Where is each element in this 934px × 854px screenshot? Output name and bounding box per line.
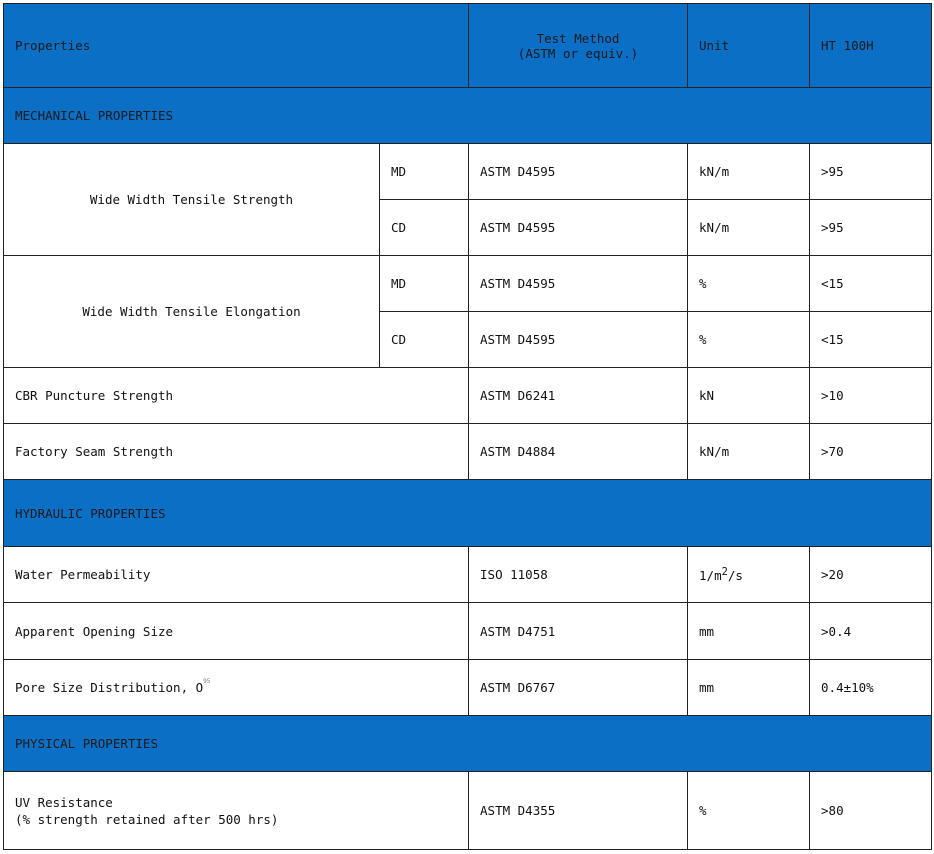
method-cell: ASTM D4595 (468, 143, 689, 200)
unit-cell: % (687, 255, 811, 312)
unit-cell: mm (687, 602, 811, 660)
property-tensile-strength: Wide Width Tensile Strength (3, 143, 380, 256)
method-cell: ASTM D4595 (468, 199, 689, 256)
uv-label-line2: (% strength retained after 500 hrs) (15, 811, 279, 827)
value-cell: >20 (809, 546, 933, 603)
property-seam: Factory Seam Strength (2, 423, 470, 480)
method-cell: ASTM D4884 (468, 423, 689, 480)
direction-cell: MD (378, 143, 470, 200)
header-test-method-line1: Test Method (536, 30, 620, 46)
method-cell: ASTM D4595 (468, 311, 689, 368)
header-properties: Properties (2, 3, 470, 88)
unit-cell: kN/m (687, 423, 811, 480)
header-test-method: Test Method (ASTM or equiv.) (468, 3, 689, 88)
table-row: Water Permeability ISO 11058 1/m2/s >20 (2, 546, 933, 603)
table-row: CD ASTM D4595 % <15 (4, 311, 933, 368)
property-pore-size: Pore Size Distribution, O95 (2, 659, 470, 716)
value-cell: >0.4 (809, 602, 933, 660)
unit-base: 1/m (699, 568, 722, 584)
section-row-mechanical: MECHANICAL PROPERTIES (2, 87, 933, 144)
method-cell: ASTM D6241 (468, 367, 689, 424)
unit-cell: mm (687, 659, 811, 716)
table-row: UV Resistance (% strength retained after… (2, 771, 933, 850)
pore-label-subscript: 95 (203, 678, 211, 685)
property-aos: Apparent Opening Size (2, 602, 470, 660)
value-cell: <15 (809, 255, 933, 312)
header-test-method-line2: (ASTM or equiv.) (517, 45, 639, 61)
table-row: Factory Seam Strength ASTM D4884 kN/m >7… (2, 423, 933, 480)
table-row: Apparent Opening Size ASTM D4751 mm >0.4 (2, 602, 933, 660)
unit-cell: kN (687, 367, 811, 424)
value-cell: >10 (809, 367, 933, 424)
table-header-row: Properties Test Method (ASTM or equiv.) … (2, 3, 933, 88)
table-row: CD ASTM D4595 kN/m >95 (4, 199, 933, 256)
direction-cell: CD (378, 199, 470, 256)
section-title-hydraulic: HYDRAULIC PROPERTIES (2, 479, 933, 547)
header-unit: Unit (687, 3, 811, 88)
value-cell: >95 (809, 199, 933, 256)
unit-tail: /s (727, 568, 743, 584)
value-cell: >80 (809, 771, 933, 850)
unit-cell: kN/m (687, 199, 811, 256)
method-cell: ASTM D4751 (468, 602, 689, 660)
unit-cell: % (687, 311, 811, 368)
unit-cell: % (687, 771, 811, 850)
method-cell: ASTM D6767 (468, 659, 689, 716)
unit-superscript: 2 (721, 565, 728, 578)
table-row: Pore Size Distribution, O95 ASTM D6767 m… (2, 659, 933, 716)
method-cell: ASTM D4355 (468, 771, 689, 850)
section-title-physical: PHYSICAL PROPERTIES (2, 715, 933, 772)
pore-label: Pore Size Distribution, O (15, 680, 204, 695)
table-row: Wide Width Tensile Strength MD ASTM D459… (3, 143, 933, 256)
unit-cell: 1/m2/s (687, 546, 811, 603)
uv-label-line1: UV Resistance (15, 794, 113, 810)
property-cbr: CBR Puncture Strength (2, 367, 470, 424)
section-row-hydraulic: HYDRAULIC PROPERTIES (2, 479, 933, 547)
value-cell: >70 (809, 423, 933, 480)
table-row: Wide Width Tensile Elongation MD ASTM D4… (3, 255, 933, 368)
value-cell: >95 (809, 143, 933, 200)
section-row-physical: PHYSICAL PROPERTIES (2, 715, 933, 772)
method-cell: ASTM D4595 (468, 255, 689, 312)
property-uv: UV Resistance (% strength retained after… (2, 771, 470, 850)
specification-table: Properties Test Method (ASTM or equiv.) … (2, 3, 933, 850)
unit-cell: kN/m (687, 143, 811, 200)
value-cell: 0.4±10% (809, 659, 933, 716)
method-cell: ISO 11058 (468, 546, 689, 603)
direction-cell: CD (378, 311, 470, 368)
property-tensile-elongation: Wide Width Tensile Elongation (3, 255, 380, 368)
property-permeability: Water Permeability (2, 546, 470, 603)
header-product: HT 100H (809, 3, 933, 88)
direction-cell: MD (378, 255, 470, 312)
section-title-mechanical: MECHANICAL PROPERTIES (2, 87, 933, 144)
value-cell: <15 (809, 311, 933, 368)
table-row: CBR Puncture Strength ASTM D6241 kN >10 (2, 367, 933, 424)
